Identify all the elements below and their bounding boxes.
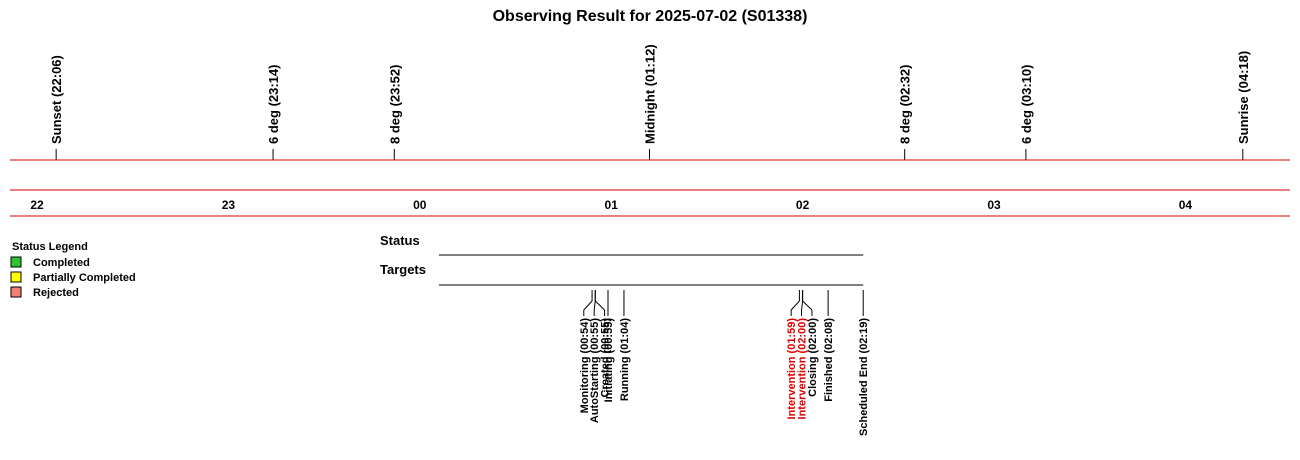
- sky-event-label: 6 deg (23:14): [266, 65, 281, 144]
- sky-event-label: 6 deg (03:10): [1019, 65, 1034, 144]
- sky-event-label: 8 deg (23:52): [387, 65, 402, 144]
- status-event-label: Scheduled End (02:19): [858, 318, 870, 436]
- status-event-leader: [802, 300, 813, 311]
- status-event-leader: [790, 300, 800, 311]
- page-title: Observing Result for 2025-07-02 (S01338): [493, 8, 808, 25]
- legend-item-label: Rejected: [33, 287, 79, 299]
- legend-item-label: Partially Completed: [33, 272, 136, 284]
- hour-label: 23: [222, 198, 236, 212]
- legend-swatch: [10, 256, 22, 268]
- hour-label: 01: [605, 198, 619, 212]
- targets-row-label: Targets: [380, 262, 426, 277]
- status-event-leader: [801, 300, 804, 311]
- legend-title: Status Legend: [12, 241, 88, 253]
- status-event-label: Finished (02:08): [823, 318, 835, 402]
- hour-label: 00: [413, 198, 427, 212]
- status-targets-rows: Status Targets: [380, 233, 864, 286]
- sky-event-label: Sunrise (04:18): [1236, 51, 1251, 144]
- status-events: Monitoring (00:54)AutoStarting (00:55)Cr…: [579, 290, 870, 436]
- status-event-label: Closing (02:00): [807, 318, 819, 397]
- status-event-label: Monitoring (00:54): [579, 318, 591, 414]
- status-event-leader: [594, 300, 605, 311]
- status-event-label: AutoStarting (00:55): [589, 318, 601, 423]
- hour-axis: 22 23 00 01 02 03 04: [10, 189, 1290, 217]
- status-legend: Status Legend Completed Partially Complet…: [10, 241, 136, 299]
- sky-event-label: Midnight (01:12): [642, 44, 657, 144]
- status-row-label: Status: [380, 233, 420, 248]
- status-event-label: Created (00:55): [600, 318, 612, 398]
- legend-swatch: [10, 271, 22, 283]
- sky-event-label: 8 deg (02:32): [898, 65, 913, 144]
- status-event-leader: [593, 300, 596, 311]
- sky-events: Sunset (22:06) 6 deg (23:14) 8 deg (23:52)…: [49, 44, 1251, 160]
- status-event-label: Initiating (00:59): [603, 318, 615, 403]
- hour-label: 02: [796, 198, 810, 212]
- legend-items: Completed Partially Completed Rejected: [10, 256, 136, 299]
- status-event-label: Intervention (01:59): [786, 318, 798, 420]
- sky-event-label: Sunset (22:06): [49, 55, 64, 144]
- hour-ticks: 22 23 00 01 02 03 04: [30, 198, 1192, 212]
- hour-label: 03: [987, 198, 1001, 212]
- status-event-leader: [583, 300, 593, 311]
- hour-label: 22: [30, 198, 44, 212]
- status-event-label: Running (01:04): [619, 318, 631, 401]
- legend-item-label: Completed: [33, 257, 90, 269]
- status-event-label: Intervention (02:00): [797, 318, 809, 420]
- hour-label: 04: [1179, 198, 1193, 212]
- legend-swatch: [10, 286, 22, 298]
